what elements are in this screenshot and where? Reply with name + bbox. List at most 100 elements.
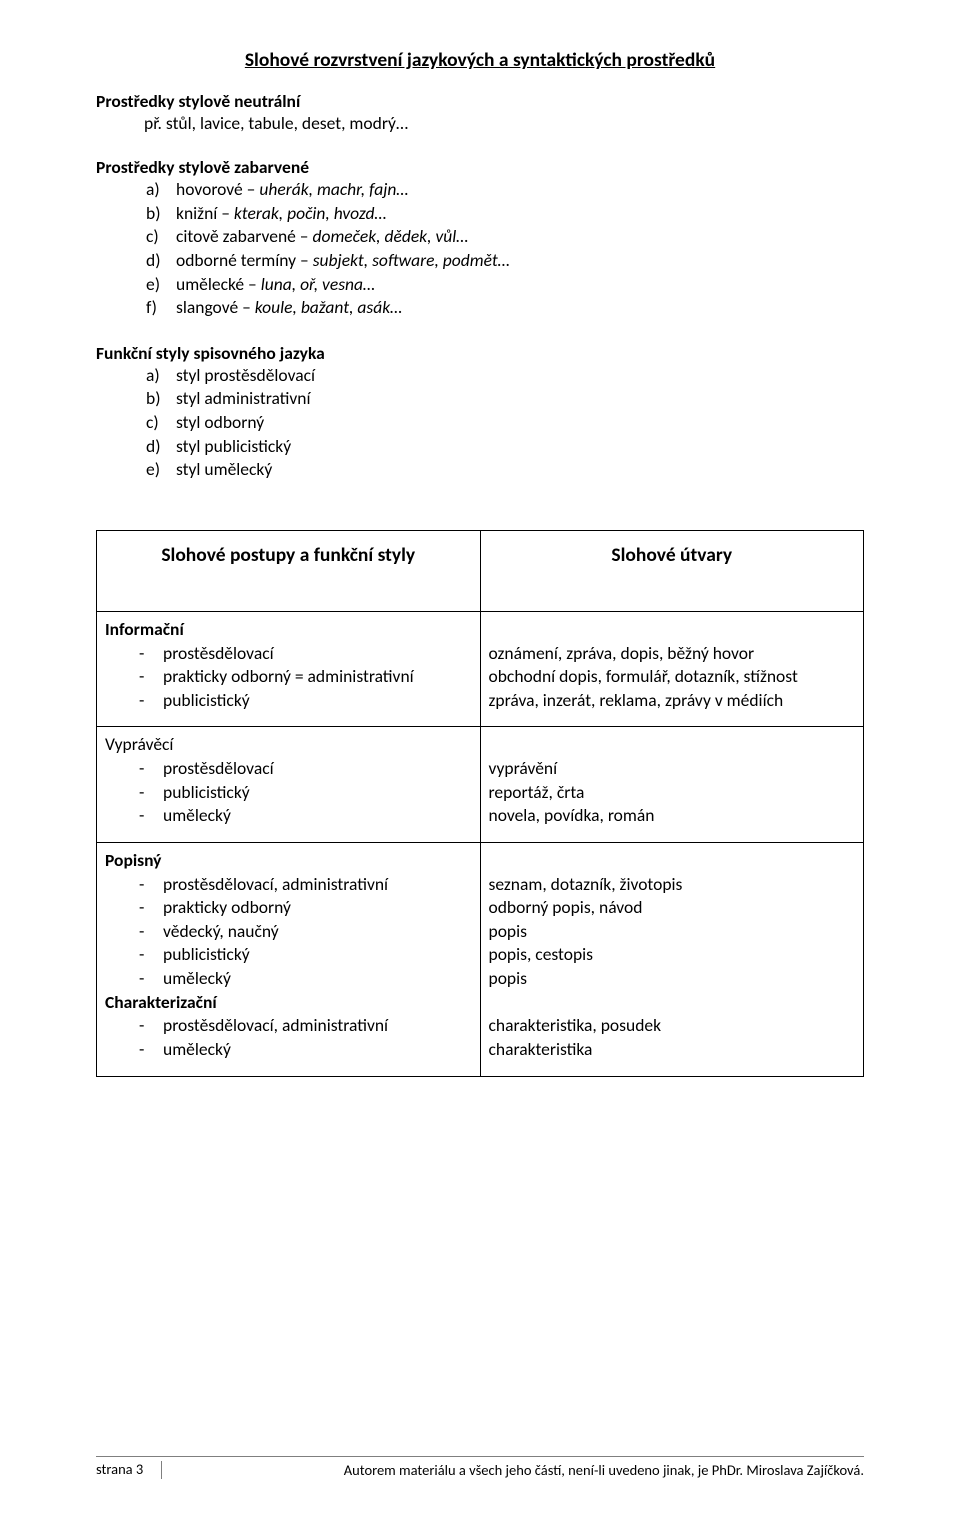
list-marker: a) — [146, 178, 176, 202]
list-marker: c) — [146, 225, 176, 249]
list-marker: e) — [146, 458, 176, 482]
table-cell-right: oznámení, zpráva, dopis, běžný hovorobch… — [480, 611, 864, 727]
dash-list: prostěsdělovacípublicistickýumělecký — [105, 757, 472, 828]
group-title: Informační — [105, 618, 472, 642]
right-line: charakteristika — [489, 1038, 856, 1062]
right-line: odborný popis, návod — [489, 896, 856, 920]
group-title: Popisný — [105, 849, 472, 873]
table-cell-right: vyprávěníreportáž, črtanovela, povídka, … — [480, 727, 864, 843]
dash-list: prostěsdělovací, administrativníumělecký — [105, 1014, 472, 1061]
list-item: publicistický — [105, 689, 472, 713]
table-cell-left: Vyprávěcíprostěsdělovacípublicistickýumě… — [97, 727, 481, 843]
section-neutral-example: př. stůl, lavice, tabule, deset, modrý… — [96, 112, 864, 134]
list-marker: d) — [146, 249, 176, 273]
list-item: prakticky odborný — [105, 896, 472, 920]
page-footer: strana 3 Autorem materiálu a všech jeho … — [96, 1456, 864, 1479]
list-label: styl odborný — [176, 411, 264, 433]
list-item: a)hovorové – uherák, machr, fajn… — [96, 178, 864, 202]
right-lines: oznámení, zpráva, dopis, běžný hovorobch… — [489, 618, 856, 713]
section-colored-heading: Prostředky stylově zabarvené — [96, 156, 864, 178]
right-line: oznámení, zpráva, dopis, běžný hovor — [489, 642, 856, 666]
list-item: b)styl administrativní — [96, 387, 864, 411]
right-lines: vyprávěníreportáž, črtanovela, povídka, … — [489, 733, 856, 828]
footer-page-number: strana 3 — [96, 1461, 162, 1478]
list-item: d)odborné termíny – subjekt, software, p… — [96, 249, 864, 273]
list-marker: a) — [146, 364, 176, 388]
list-label: styl publicistický — [176, 435, 291, 457]
list-marker: f) — [146, 296, 176, 320]
right-line: charakteristika, posudek — [489, 1014, 856, 1038]
list-item: c)styl odborný — [96, 411, 864, 435]
spacer-line — [489, 733, 856, 757]
example-prefix: př. — [144, 112, 166, 134]
list-example: koule, bažant, asák… — [255, 296, 402, 318]
list-item: b)knižní – kterak, počin, hvozd… — [96, 202, 864, 226]
list-item: d)styl publicistický — [96, 435, 864, 459]
list-marker: c) — [146, 411, 176, 435]
list-item: publicistický — [105, 943, 472, 967]
spacer-line — [489, 849, 856, 873]
table-cell-left: Popisnýprostěsdělovací, administrativníp… — [97, 842, 481, 1076]
section-functional-list: a)styl prostěsdělovacíb)styl administrat… — [96, 364, 864, 482]
list-item: f)slangové – koule, bažant, asák… — [96, 296, 864, 320]
right-line: popis — [489, 920, 856, 944]
list-item: prakticky odborný = administrativní — [105, 665, 472, 689]
group-title: Vyprávěcí — [105, 733, 472, 757]
list-item: prostěsdělovací, administrativní — [105, 1014, 472, 1038]
list-marker: d) — [146, 435, 176, 459]
list-example: domeček, dědek, vůl… — [312, 225, 468, 247]
list-item: umělecký — [105, 967, 472, 991]
list-example: kterak, počin, hvozd… — [234, 202, 387, 224]
right-line: zpráva, inzerát, reklama, zprávy v médií… — [489, 689, 856, 713]
list-label: hovorové – — [176, 178, 259, 200]
list-label: odborné termíny – — [176, 249, 313, 271]
right-line: popis, cestopis — [489, 943, 856, 967]
dash-list: prostěsdělovací, administrativnípraktick… — [105, 873, 472, 991]
list-item: prostěsdělovací — [105, 757, 472, 781]
right-line — [489, 991, 856, 1015]
table-header-left: Slohové postupy a funkční styly — [105, 537, 472, 597]
list-item: a)styl prostěsdělovací — [96, 364, 864, 388]
list-item: prostěsdělovací, administrativní — [105, 873, 472, 897]
list-item: umělecký — [105, 1038, 472, 1062]
list-label: styl prostěsdělovací — [176, 364, 315, 386]
list-example: subjekt, software, podmět… — [313, 249, 510, 271]
page-title: Slohové rozvrstvení jazykových a syntakt… — [96, 48, 864, 72]
list-marker: b) — [146, 387, 176, 411]
list-item: umělecký — [105, 804, 472, 828]
main-comparison-table: Slohové postupy a funkční styly Slohové … — [96, 530, 864, 1077]
list-label: citově zabarvené – — [176, 225, 312, 247]
footer-attribution: Autorem materiálu a všech jeho částí, ne… — [162, 1461, 864, 1479]
list-label: slangové – — [176, 296, 255, 318]
section-colored-list: a)hovorové – uherák, machr, fajn…b)knižn… — [96, 178, 864, 320]
list-marker: b) — [146, 202, 176, 226]
group-title: Charakterizační — [105, 991, 472, 1015]
right-line: popis — [489, 967, 856, 991]
list-item: publicistický — [105, 781, 472, 805]
right-line: novela, povídka, román — [489, 804, 856, 828]
list-item: vědecký, naučný — [105, 920, 472, 944]
right-line: obchodní dopis, formulář, dotazník, stíž… — [489, 665, 856, 689]
section-functional-heading: Funkční styly spisovného jazyka — [96, 342, 864, 364]
right-lines: seznam, dotazník, životopisodborný popis… — [489, 849, 856, 1062]
list-marker: e) — [146, 273, 176, 297]
table-cell-left: Informačníprostěsdělovacíprakticky odbor… — [97, 611, 481, 727]
list-item: e)umělecké – luna, oř, vesna… — [96, 273, 864, 297]
list-item: prostěsdělovací — [105, 642, 472, 666]
right-line: reportáž, črta — [489, 781, 856, 805]
right-line: vyprávění — [489, 757, 856, 781]
list-label: styl administrativní — [176, 387, 311, 409]
table-cell-right: seznam, dotazník, životopisodborný popis… — [480, 842, 864, 1076]
list-label: styl umělecký — [176, 458, 272, 480]
right-line: seznam, dotazník, životopis — [489, 873, 856, 897]
list-item: c)citově zabarvené – domeček, dědek, vůl… — [96, 225, 864, 249]
table-header-right: Slohové útvary — [489, 537, 856, 597]
dash-list: prostěsdělovacíprakticky odborný = admin… — [105, 642, 472, 713]
spacer-line — [489, 618, 856, 642]
list-label: knižní – — [176, 202, 234, 224]
example-text: stůl, lavice, tabule, deset, modrý… — [166, 112, 408, 134]
list-item: e)styl umělecký — [96, 458, 864, 482]
section-neutral-heading: Prostředky stylově neutrální — [96, 90, 864, 112]
list-label: umělecké – — [176, 273, 261, 295]
list-example: luna, oř, vesna… — [261, 273, 375, 295]
